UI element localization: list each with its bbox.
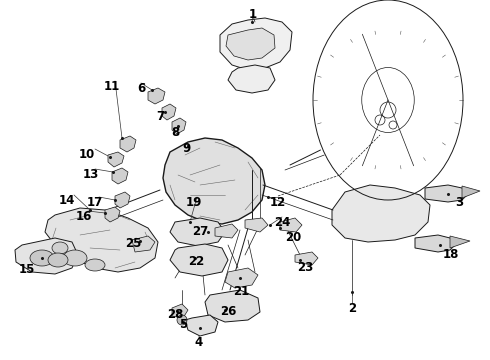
Polygon shape xyxy=(185,315,218,336)
Polygon shape xyxy=(245,218,268,232)
Text: 1: 1 xyxy=(249,8,257,21)
Text: 18: 18 xyxy=(443,248,459,261)
Text: 12: 12 xyxy=(270,196,286,209)
Circle shape xyxy=(177,315,187,325)
Text: 4: 4 xyxy=(195,336,203,349)
Ellipse shape xyxy=(85,259,105,271)
Text: 25: 25 xyxy=(125,237,141,250)
Polygon shape xyxy=(162,104,176,120)
Ellipse shape xyxy=(52,242,68,254)
Text: 22: 22 xyxy=(188,255,204,268)
Text: 13: 13 xyxy=(83,168,99,181)
Polygon shape xyxy=(226,28,275,60)
Polygon shape xyxy=(228,65,275,93)
Text: 23: 23 xyxy=(297,261,313,274)
Text: 2: 2 xyxy=(348,302,356,315)
Polygon shape xyxy=(425,185,468,202)
Polygon shape xyxy=(108,152,124,167)
Polygon shape xyxy=(132,236,155,252)
Text: 16: 16 xyxy=(76,210,92,223)
Polygon shape xyxy=(170,218,225,246)
Text: 28: 28 xyxy=(167,308,183,321)
Polygon shape xyxy=(115,192,130,208)
Polygon shape xyxy=(172,118,186,134)
Polygon shape xyxy=(172,304,188,318)
Text: 3: 3 xyxy=(455,196,463,209)
Polygon shape xyxy=(45,208,158,272)
Text: 20: 20 xyxy=(285,231,301,244)
Ellipse shape xyxy=(48,253,68,267)
Text: 6: 6 xyxy=(137,82,145,95)
Text: 9: 9 xyxy=(182,142,190,155)
Polygon shape xyxy=(450,236,470,248)
Polygon shape xyxy=(215,224,238,238)
Polygon shape xyxy=(332,185,430,242)
Polygon shape xyxy=(462,186,480,198)
Polygon shape xyxy=(120,136,136,152)
Text: 27: 27 xyxy=(192,225,208,238)
Text: 10: 10 xyxy=(79,148,95,161)
Text: 15: 15 xyxy=(19,263,35,276)
Polygon shape xyxy=(295,252,318,265)
Polygon shape xyxy=(220,18,292,70)
Polygon shape xyxy=(280,218,302,232)
Polygon shape xyxy=(163,138,265,224)
Polygon shape xyxy=(205,290,260,322)
Text: 21: 21 xyxy=(233,285,249,298)
Ellipse shape xyxy=(30,250,54,266)
Ellipse shape xyxy=(63,250,87,266)
Polygon shape xyxy=(170,244,228,276)
Text: 26: 26 xyxy=(220,305,236,318)
Polygon shape xyxy=(225,268,258,288)
Polygon shape xyxy=(15,238,78,274)
Polygon shape xyxy=(105,207,120,222)
Polygon shape xyxy=(148,88,165,104)
Text: 24: 24 xyxy=(274,216,290,229)
Polygon shape xyxy=(415,235,456,252)
Text: 5: 5 xyxy=(179,318,187,331)
Text: 8: 8 xyxy=(171,126,179,139)
Text: 11: 11 xyxy=(104,80,120,93)
Text: 17: 17 xyxy=(87,196,103,209)
Polygon shape xyxy=(112,168,128,184)
Text: 7: 7 xyxy=(156,110,164,123)
Text: 19: 19 xyxy=(186,196,202,209)
Text: 14: 14 xyxy=(59,194,75,207)
